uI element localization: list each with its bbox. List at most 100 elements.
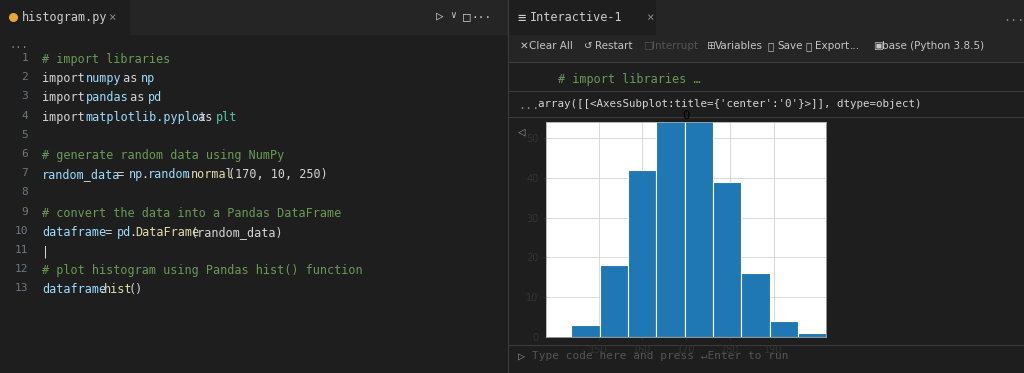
Text: numpy: numpy xyxy=(85,72,121,85)
Text: ◁: ◁ xyxy=(518,125,525,138)
Text: pd: pd xyxy=(117,226,131,239)
Text: 11: 11 xyxy=(14,245,28,255)
Text: as: as xyxy=(123,91,152,104)
Bar xyxy=(508,62,1024,63)
Text: □: □ xyxy=(463,10,471,23)
Text: ⤓: ⤓ xyxy=(806,41,812,51)
Text: .: . xyxy=(98,283,104,297)
Text: # convert the data into a Pandas DataFrame: # convert the data into a Pandas DataFra… xyxy=(42,207,341,220)
Text: 12: 12 xyxy=(14,264,28,274)
Bar xyxy=(508,346,1024,373)
Bar xyxy=(0,0,130,35)
Text: .: . xyxy=(129,226,136,239)
Text: Restart: Restart xyxy=(595,41,633,51)
Text: (): () xyxy=(129,283,143,297)
Text: ↺: ↺ xyxy=(584,41,593,51)
Text: dataframe: dataframe xyxy=(42,226,106,239)
Bar xyxy=(0,34,130,35)
Text: random_data: random_data xyxy=(42,168,121,181)
Text: random: random xyxy=(147,168,190,181)
Text: histogram.py: histogram.py xyxy=(22,11,108,24)
Text: (random_data): (random_data) xyxy=(190,226,284,239)
Bar xyxy=(508,345,1024,346)
Text: ▣: ▣ xyxy=(873,41,883,51)
Text: plt: plt xyxy=(216,111,237,123)
Text: np: np xyxy=(129,168,143,181)
Text: 3: 3 xyxy=(22,91,28,101)
Bar xyxy=(508,0,656,35)
Text: ...: ... xyxy=(471,10,492,20)
Text: ×: × xyxy=(109,11,116,24)
Text: ⎙: ⎙ xyxy=(768,41,774,51)
Bar xyxy=(628,170,656,337)
Bar xyxy=(0,0,508,35)
Bar xyxy=(770,321,798,337)
Text: import: import xyxy=(42,72,92,85)
Text: Interactive-1: Interactive-1 xyxy=(530,11,623,24)
Text: # plot histogram using Pandas hist() function: # plot histogram using Pandas hist() fun… xyxy=(42,264,362,277)
Text: normal: normal xyxy=(190,168,233,181)
Text: 7: 7 xyxy=(22,168,28,178)
Title: 0: 0 xyxy=(682,109,690,122)
Text: 1: 1 xyxy=(22,53,28,63)
Text: Export: Export xyxy=(815,41,849,51)
Text: # import libraries: # import libraries xyxy=(42,53,170,66)
Text: 8: 8 xyxy=(22,187,28,197)
Text: □: □ xyxy=(643,41,652,51)
Bar xyxy=(685,58,713,337)
Text: ...: ... xyxy=(850,41,860,51)
Text: 2: 2 xyxy=(22,72,28,82)
Bar xyxy=(508,91,1024,92)
Text: =: = xyxy=(111,168,131,181)
Text: =: = xyxy=(98,226,119,239)
Text: ×: × xyxy=(646,11,653,24)
Text: array([[<AxesSubplot:title={'center':'0'}>]], dtype=object): array([[<AxesSubplot:title={'center':'0'… xyxy=(538,99,922,109)
Bar xyxy=(508,35,1024,63)
Text: .: . xyxy=(141,168,148,181)
Text: matplotlib.pyplot: matplotlib.pyplot xyxy=(85,111,207,123)
Text: np: np xyxy=(141,72,156,85)
Text: ...: ... xyxy=(518,99,540,112)
Text: ▷: ▷ xyxy=(436,10,443,23)
Text: Type code here and press ↵Enter to run: Type code here and press ↵Enter to run xyxy=(532,351,788,361)
Text: # generate random data using NumPy: # generate random data using NumPy xyxy=(42,149,285,162)
Bar xyxy=(713,182,741,337)
Text: Save: Save xyxy=(777,41,803,51)
Text: ▷: ▷ xyxy=(518,351,525,364)
Text: 9: 9 xyxy=(22,207,28,217)
Text: 13: 13 xyxy=(14,283,28,294)
Text: import: import xyxy=(42,111,92,123)
Text: ≡: ≡ xyxy=(517,11,525,25)
Text: pandas: pandas xyxy=(85,91,128,104)
Text: as: as xyxy=(190,111,219,123)
Bar xyxy=(656,114,685,337)
Bar xyxy=(826,333,855,337)
Text: 4: 4 xyxy=(22,111,28,120)
Text: .: . xyxy=(184,168,191,181)
Text: ...: ... xyxy=(1004,11,1024,24)
Text: ✕: ✕ xyxy=(520,41,528,51)
Text: hist: hist xyxy=(104,283,132,297)
Text: 6: 6 xyxy=(22,149,28,159)
Text: ...: ... xyxy=(10,40,29,50)
Text: |: | xyxy=(42,245,49,258)
Text: pd: pd xyxy=(147,91,162,104)
Text: Variables: Variables xyxy=(715,41,763,51)
Text: as: as xyxy=(117,72,145,85)
Bar xyxy=(508,117,1024,118)
Text: import: import xyxy=(42,91,92,104)
Text: # import libraries …: # import libraries … xyxy=(558,73,700,86)
Text: 10: 10 xyxy=(14,226,28,236)
Bar xyxy=(508,0,1024,35)
Bar xyxy=(741,273,770,337)
Text: dataframe: dataframe xyxy=(42,283,106,297)
Text: Interrupt: Interrupt xyxy=(652,41,698,51)
Text: (170, 10, 250): (170, 10, 250) xyxy=(228,168,328,181)
Bar xyxy=(571,325,600,337)
Text: Clear All: Clear All xyxy=(529,41,572,51)
Bar xyxy=(798,333,826,337)
Text: 5: 5 xyxy=(22,130,28,140)
Bar xyxy=(600,265,628,337)
Text: ⊞: ⊞ xyxy=(706,41,715,51)
Text: ∨: ∨ xyxy=(451,10,456,20)
